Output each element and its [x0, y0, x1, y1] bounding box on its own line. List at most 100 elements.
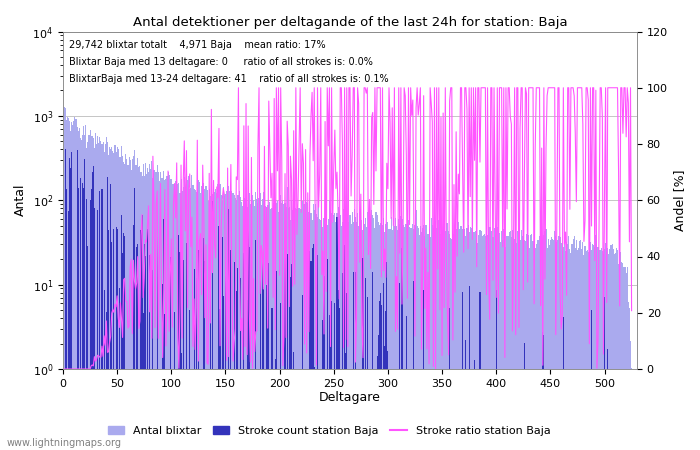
Bar	[509, 232, 510, 450]
Bar	[71, 122, 72, 450]
Bar	[313, 244, 314, 450]
Bar	[208, 201, 209, 450]
Bar	[299, 208, 300, 450]
Bar	[206, 189, 208, 450]
Bar	[196, 192, 197, 450]
Bar	[435, 221, 436, 450]
Bar	[82, 183, 83, 450]
Bar	[416, 226, 418, 450]
Bar	[401, 219, 402, 450]
Bar	[111, 242, 112, 450]
Bar	[483, 235, 484, 450]
Bar	[462, 292, 463, 450]
Bar	[383, 218, 384, 450]
Bar	[301, 209, 302, 450]
Bar	[462, 229, 463, 450]
Bar	[312, 220, 313, 450]
Bar	[150, 169, 151, 450]
Bar	[187, 180, 188, 450]
Bar	[197, 189, 198, 450]
Bar	[610, 245, 612, 450]
Bar	[331, 213, 332, 450]
Bar	[253, 200, 254, 450]
Bar	[218, 226, 220, 450]
Bar	[356, 222, 357, 450]
Bar	[121, 146, 122, 450]
Bar	[172, 184, 173, 450]
Bar	[406, 224, 407, 450]
Bar	[186, 183, 187, 450]
Bar	[226, 191, 227, 450]
Bar	[349, 216, 351, 450]
Y-axis label: Andel [%]: Andel [%]	[673, 170, 687, 231]
Bar	[527, 233, 528, 450]
Bar	[545, 229, 547, 450]
Bar	[145, 163, 146, 450]
Bar	[98, 143, 99, 450]
Bar	[466, 228, 468, 450]
Bar	[537, 239, 538, 450]
Bar	[615, 253, 616, 450]
Bar	[83, 126, 84, 450]
Bar	[223, 296, 224, 450]
Bar	[628, 302, 629, 450]
Bar	[132, 159, 133, 450]
Bar	[516, 243, 517, 450]
Bar	[118, 148, 119, 450]
Bar	[74, 117, 76, 450]
Bar	[169, 179, 171, 450]
Bar	[230, 194, 232, 450]
Bar	[490, 227, 491, 450]
Bar	[380, 223, 381, 450]
Bar	[107, 142, 108, 450]
Bar	[217, 184, 218, 450]
Bar	[64, 149, 66, 450]
Bar	[179, 252, 181, 450]
Bar	[104, 290, 105, 450]
Bar	[286, 254, 288, 450]
Bar	[547, 239, 549, 450]
Bar	[127, 165, 129, 450]
Bar	[396, 226, 397, 450]
Bar	[264, 209, 265, 450]
Bar	[435, 288, 436, 450]
Bar	[332, 222, 333, 450]
Bar	[392, 230, 393, 450]
Bar	[296, 209, 297, 450]
Bar	[347, 216, 349, 450]
Bar	[381, 306, 382, 450]
Bar	[617, 250, 618, 450]
Bar	[533, 237, 535, 450]
Bar	[563, 248, 564, 450]
Bar	[387, 222, 388, 450]
Bar	[203, 238, 204, 450]
Bar	[375, 212, 377, 450]
Bar	[434, 229, 435, 450]
Bar	[223, 187, 224, 450]
Bar	[339, 216, 340, 450]
Bar	[240, 278, 241, 450]
Bar	[461, 226, 462, 450]
Bar	[398, 219, 399, 450]
Bar	[551, 237, 552, 450]
Bar	[605, 243, 606, 450]
Bar	[463, 227, 464, 450]
Bar	[449, 308, 450, 450]
Bar	[119, 158, 120, 450]
Bar	[209, 189, 210, 450]
Bar	[346, 219, 347, 450]
Bar	[607, 248, 608, 450]
Bar	[360, 219, 361, 450]
Bar	[539, 236, 540, 450]
Bar	[93, 138, 94, 450]
Bar	[123, 233, 124, 450]
Bar	[131, 170, 132, 450]
Bar	[446, 223, 447, 450]
Bar	[485, 236, 486, 450]
Bar	[80, 138, 81, 450]
Bar	[220, 194, 222, 450]
Bar	[113, 153, 114, 450]
Bar	[267, 205, 268, 450]
Bar	[86, 148, 88, 450]
Bar	[565, 251, 566, 450]
